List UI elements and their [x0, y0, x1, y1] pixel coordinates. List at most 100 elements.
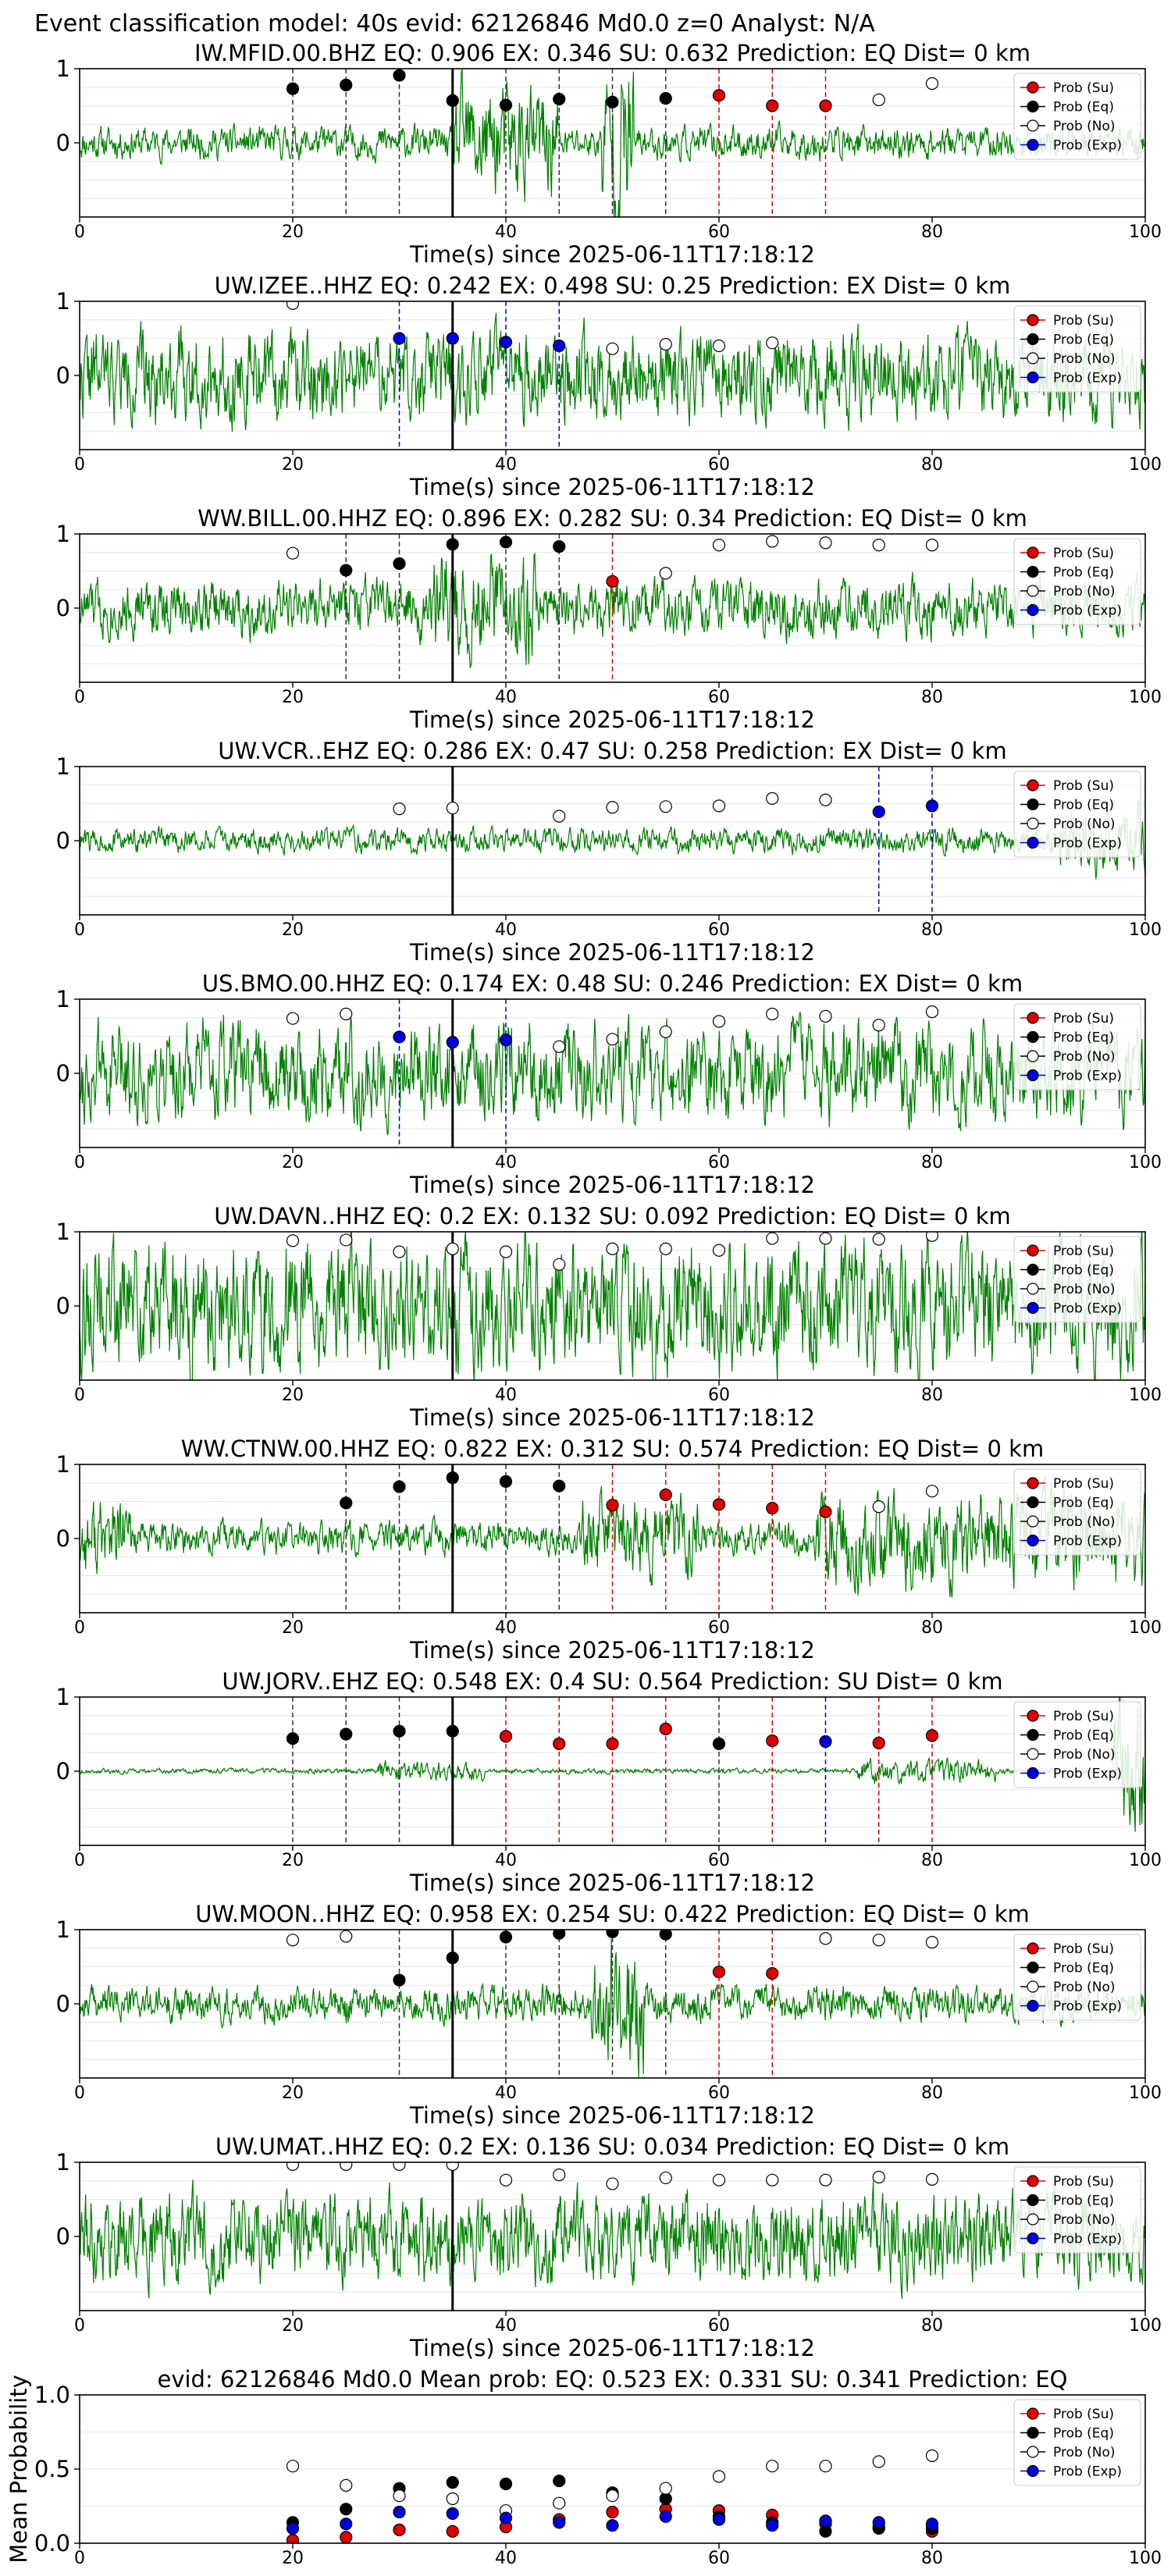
- prob-point-no: [553, 1040, 566, 1053]
- prob-point-exp: [499, 1034, 513, 1047]
- x-tick-label: 0: [74, 688, 85, 707]
- prob-point-no: [286, 1012, 300, 1025]
- x-tick-label: 20: [282, 1153, 304, 1172]
- y-tick-label: 1: [56, 521, 70, 547]
- mean-point-eq: [446, 2476, 459, 2489]
- mean-point-exp: [286, 2521, 300, 2535]
- mean-point-su: [606, 2506, 619, 2519]
- legend-label: Prob (Exp): [1053, 1301, 1122, 1317]
- prob-point-su: [659, 1722, 672, 1735]
- prob-point-no: [766, 1007, 779, 1021]
- panel-title: WW.BILL.00.HHZ EQ: 0.896 EX: 0.282 SU: 0…: [198, 505, 1027, 532]
- prob-point-eq: [499, 1930, 513, 1944]
- y-tick-label: 0: [56, 595, 70, 621]
- legend-marker-no: [1027, 1748, 1039, 1760]
- prob-point-eq: [446, 1724, 459, 1738]
- prob-point-no: [659, 1025, 672, 1038]
- x-axis-label: Time(s) since 2025-06-11T17:18:12: [409, 2335, 815, 2361]
- legend-marker-exp: [1027, 603, 1039, 617]
- prob-point-eq: [553, 1930, 566, 1940]
- prob-point-exp: [499, 336, 513, 349]
- legend-label: Prob (No): [1053, 817, 1116, 832]
- prob-point-no: [872, 1019, 885, 1032]
- x-tick-label: 60: [708, 920, 730, 940]
- legend-box: [1013, 1934, 1141, 2021]
- prob-point-no: [819, 536, 832, 550]
- legend-label: Prob (No): [1053, 1514, 1116, 1530]
- x-tick-label: 40: [495, 1153, 517, 1172]
- prob-point-no: [286, 2162, 300, 2171]
- legend-marker-eq: [1027, 1030, 1039, 1044]
- prob-point-no: [712, 1015, 726, 1028]
- legend-marker-exp: [1027, 1301, 1039, 1315]
- mean-point-su: [446, 2524, 459, 2538]
- panel-title: UW.DAVN..HHZ EQ: 0.2 EX: 0.132 SU: 0.092…: [214, 1203, 1011, 1229]
- legend: Prob (Su) Prob (Eq) Prob (No) Prob (Exp): [1013, 538, 1141, 625]
- mean-point-no: [712, 2470, 726, 2483]
- x-tick-label: 80: [921, 2549, 943, 2568]
- legend-marker-eq: [1027, 1263, 1039, 1276]
- prob-point-no: [340, 1930, 353, 1943]
- legend: Prob (Su) Prob (Eq) Prob (No) Prob (Exp): [1013, 2166, 1141, 2254]
- legend-label: Prob (No): [1053, 584, 1116, 600]
- x-tick-label: 60: [708, 688, 730, 707]
- legend-label: Prob (No): [1053, 351, 1116, 367]
- prob-point-eq: [393, 557, 406, 571]
- x-tick-label: 0: [74, 1386, 85, 1405]
- legend-marker-su: [1027, 1710, 1039, 1722]
- figure-suptitle: Event classification model: 40s evid: 62…: [34, 10, 875, 37]
- x-tick-label: 0: [74, 2549, 85, 2568]
- prob-point-eq: [393, 1973, 406, 1987]
- legend-marker-su: [1027, 2175, 1039, 2187]
- legend-label: Prob (Exp): [1053, 1069, 1122, 1084]
- panel-plot-area: [80, 534, 1145, 682]
- panel-plot-area: [80, 767, 1145, 915]
- prob-point-no: [712, 339, 726, 353]
- x-tick-label: 60: [708, 2083, 730, 2103]
- legend-box: [1013, 1468, 1141, 1556]
- x-tick-label: 20: [282, 2083, 304, 2103]
- legend-label: Prob (Exp): [1053, 1999, 1122, 2015]
- prob-point-no: [819, 1932, 832, 1945]
- x-tick-label: 100: [1129, 1618, 1162, 1638]
- mean-point-no: [819, 2460, 832, 2473]
- x-tick-label: 40: [495, 2316, 517, 2336]
- waveform-trace: [80, 2179, 1145, 2300]
- legend-marker-su: [1027, 2407, 1039, 2420]
- prob-point-no: [606, 1242, 619, 1255]
- legend-label: Prob (Eq): [1053, 798, 1114, 813]
- x-tick-label: 80: [921, 455, 943, 475]
- x-tick-label: 0: [74, 222, 85, 242]
- legend-marker-eq: [1027, 2426, 1039, 2439]
- legend-box: [1013, 1003, 1141, 1091]
- x-tick-label: 40: [495, 2083, 517, 2103]
- prob-point-su: [925, 1729, 939, 1742]
- mean-point-exp: [659, 2510, 672, 2523]
- y-tick-label: 0: [56, 827, 70, 854]
- prob-point-no: [286, 1234, 300, 1247]
- prob-point-no: [872, 1500, 885, 1514]
- y-tick-label: 1: [56, 55, 70, 82]
- x-tick-label: 60: [708, 2549, 730, 2568]
- mean-point-no: [659, 2482, 672, 2495]
- x-tick-label: 100: [1129, 2083, 1162, 2103]
- prob-point-su: [712, 1498, 726, 1511]
- x-tick-label: 80: [921, 222, 943, 242]
- legend-label: Prob (Su): [1053, 2407, 1114, 2422]
- legend-marker-eq: [1027, 1961, 1039, 1974]
- legend-marker-exp: [1027, 836, 1039, 849]
- legend-label: Prob (No): [1053, 1049, 1116, 1065]
- x-tick-label: 60: [708, 1153, 730, 1172]
- mean-point-no: [872, 2455, 885, 2468]
- panel-4: UW.VCR..EHZ EQ: 0.286 EX: 0.47 SU: 0.258…: [56, 738, 1162, 966]
- panel-title: IW.MFID.00.BHZ EQ: 0.906 EX: 0.346 SU: 0…: [194, 40, 1030, 66]
- prob-point-no: [925, 76, 939, 91]
- x-tick-label: 60: [708, 455, 730, 475]
- x-tick-label: 40: [495, 1851, 517, 1870]
- legend-label: Prob (Su): [1053, 1011, 1114, 1026]
- legend-marker-su: [1027, 1244, 1039, 1257]
- legend-label: Prob (Su): [1053, 1476, 1114, 1492]
- legend: Prob (Su) Prob (Eq) Prob (No) Prob (Exp): [1013, 73, 1141, 160]
- mean-point-exp: [446, 2507, 459, 2521]
- prob-point-exp: [393, 332, 406, 345]
